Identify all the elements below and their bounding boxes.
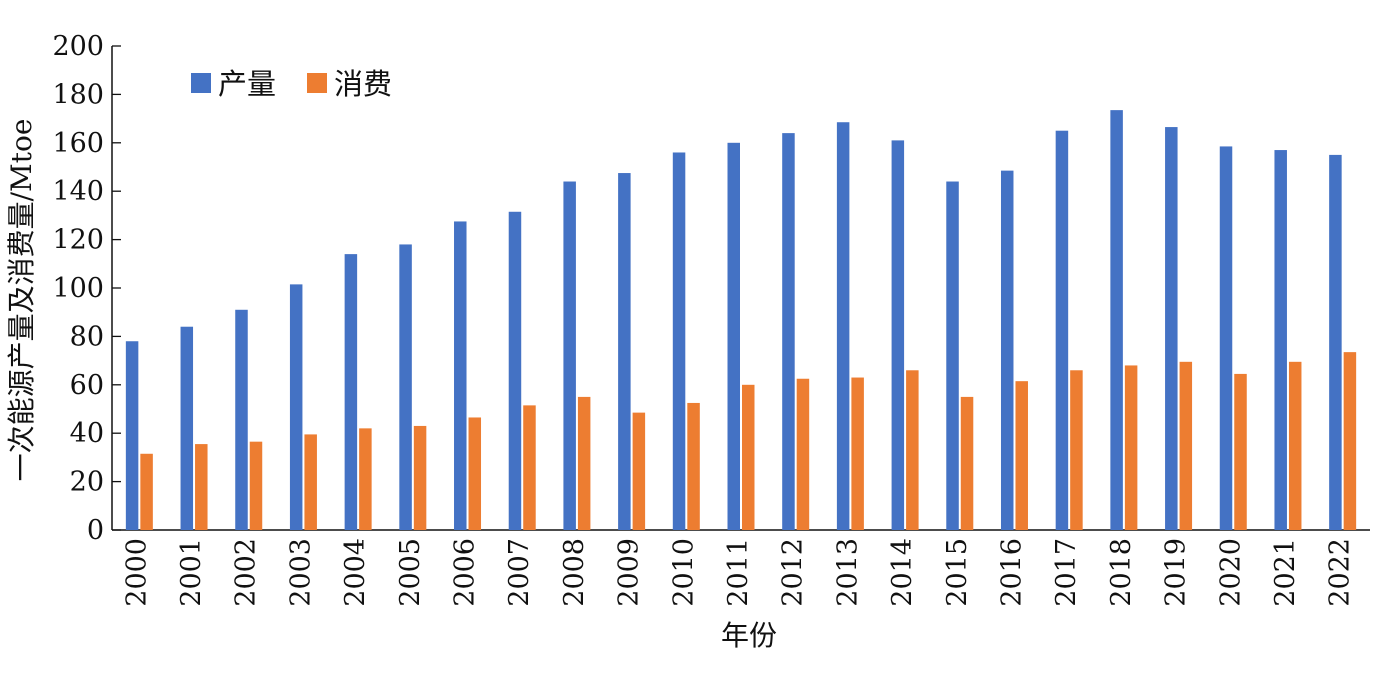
- y-tick-label: 80: [70, 321, 104, 352]
- x-tick-label: 2012: [778, 538, 809, 607]
- legend-swatch-production: [191, 73, 211, 93]
- x-tick-label: 2006: [450, 538, 481, 607]
- x-tick-label: 2018: [1106, 538, 1137, 607]
- bar-production-2001: [180, 326, 194, 530]
- bar-production-2003: [289, 284, 303, 530]
- bar-consumption-2013: [851, 377, 864, 530]
- bar-consumption-2019: [1179, 361, 1193, 530]
- x-tick-label: 2001: [176, 538, 207, 607]
- x-tick-label: 2013: [832, 538, 863, 607]
- bar-production-2011: [727, 142, 740, 531]
- bar-production-2002: [235, 309, 248, 530]
- bar-consumption-2003: [304, 434, 317, 530]
- bar-consumption-2001: [195, 444, 208, 530]
- y-tick-label: 120: [52, 225, 104, 256]
- bar-consumption-2007: [523, 405, 536, 530]
- bar-production-2022: [1329, 154, 1342, 530]
- x-tick-label: 2016: [996, 538, 1027, 607]
- y-tick-label: 60: [70, 370, 104, 401]
- bar-consumption-2012: [796, 378, 810, 530]
- x-tick-label: 2022: [1325, 538, 1356, 607]
- x-tick-label: 2020: [1215, 538, 1246, 607]
- x-tick-label: 2019: [1161, 538, 1192, 607]
- x-tick-label: 2021: [1270, 538, 1301, 607]
- legend: 产量 消费: [191, 67, 392, 101]
- x-axis: 2000 2001 2002 2003 2004 2005 2006 2007 2008 2009…: [112, 529, 1370, 607]
- y-tick-label: 200: [52, 31, 104, 62]
- bar-consumption-2017: [1070, 370, 1083, 530]
- x-axis-title: 年份: [721, 619, 777, 652]
- x-tick-label: 2007: [504, 538, 535, 607]
- bar-production-2020: [1219, 146, 1233, 530]
- y-tick-label: 20: [70, 467, 104, 498]
- legend-swatch-consumption: [307, 73, 327, 93]
- bar-consumption-2011: [742, 384, 755, 530]
- x-tick-label: 2003: [285, 538, 316, 607]
- x-tick-label: 2000: [121, 538, 152, 607]
- bar-consumption-2009: [632, 412, 646, 530]
- bar-consumption-2020: [1234, 373, 1247, 530]
- bars: [125, 110, 1357, 531]
- bar-production-2006: [454, 221, 467, 530]
- bar-production-2019: [1165, 127, 1178, 530]
- bar-consumption-2015: [960, 396, 974, 530]
- bar-consumption-2014: [906, 370, 919, 530]
- bar-production-2012: [782, 133, 795, 530]
- bar-production-2016: [1000, 170, 1014, 530]
- x-tick-label: 2011: [723, 538, 754, 607]
- x-tick-label: 2002: [231, 538, 262, 607]
- bar-production-2009: [618, 173, 631, 531]
- x-tick-label: 2015: [942, 538, 973, 607]
- bar-production-2015: [946, 181, 959, 530]
- x-tick-label: 2017: [1051, 538, 1082, 607]
- bar-consumption-2006: [468, 417, 482, 530]
- bar-consumption-2008: [577, 396, 591, 530]
- bar-consumption-2000: [140, 453, 153, 530]
- y-tick-label: 140: [52, 176, 104, 207]
- bar-production-2008: [563, 181, 576, 530]
- bar-production-2007: [508, 211, 522, 530]
- bar-production-2010: [672, 152, 686, 531]
- bar-production-2018: [1110, 110, 1123, 530]
- bar-production-2021: [1274, 150, 1287, 530]
- bar-production-2013: [836, 122, 850, 530]
- bar-production-2004: [344, 254, 358, 530]
- bar-consumption-2005: [413, 425, 427, 530]
- bar-production-2017: [1055, 130, 1069, 530]
- bar-consumption-2021: [1288, 361, 1302, 530]
- bar-consumption-2016: [1015, 381, 1028, 530]
- bar-production-2000: [125, 341, 139, 530]
- y-axis: 0 20 40 60 80 100 120 140 160 180 200: [52, 31, 121, 546]
- y-tick-label: 40: [70, 418, 104, 449]
- y-tick-label: 100: [52, 273, 104, 304]
- x-tick-label: 2004: [340, 538, 371, 607]
- x-tick-label: 2009: [614, 538, 645, 607]
- x-tick-label: 2008: [559, 538, 590, 607]
- bar-consumption-2002: [249, 441, 263, 530]
- y-tick-label: 0: [87, 515, 104, 546]
- bar-consumption-2004: [359, 428, 372, 530]
- legend-label-consumption: 消费: [334, 67, 392, 101]
- y-axis-title: 一次能源产量及消费量/Mtoe: [5, 119, 38, 482]
- y-tick-label: 160: [52, 128, 104, 159]
- y-tick-label: 180: [52, 79, 104, 110]
- bar-consumption-2010: [687, 402, 700, 530]
- x-tick-label: 2005: [395, 538, 426, 607]
- legend-label-production: 产量: [218, 67, 276, 101]
- x-tick-label: 2014: [887, 538, 918, 607]
- bar-production-2014: [891, 140, 905, 530]
- bar-consumption-2022: [1343, 352, 1357, 530]
- x-tick-label: 2010: [668, 538, 699, 607]
- bar-production-2005: [399, 244, 412, 530]
- bar-consumption-2018: [1124, 365, 1138, 530]
